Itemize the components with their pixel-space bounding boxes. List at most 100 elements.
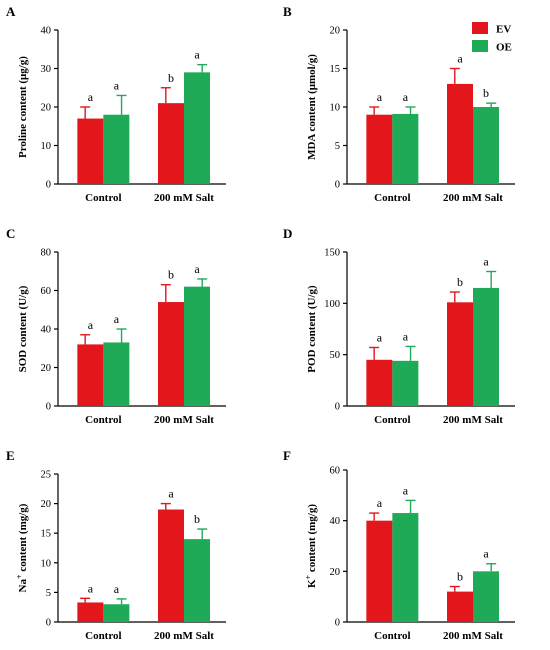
y-tick-label: 100 [324,299,340,310]
significance-letter: b [168,268,174,282]
x-category-label: Control [85,414,121,426]
bar-oe [184,72,210,184]
y-axis-title: MDA content (μmol/g) [306,54,318,160]
y-axis-title: Proline content (μg/g) [17,56,29,158]
y-axis-title-sup: + [15,574,24,579]
bar-ev [447,302,473,406]
significance-letter: a [88,90,94,104]
significance-letter: b [168,71,174,85]
x-category-label: 200 mM Salt [154,630,214,642]
bar-ev [366,114,393,184]
significance-letter: a [377,330,383,344]
bar-ev [158,302,184,406]
bar-ev [77,344,104,406]
y-tick-label: 15 [330,64,341,75]
y-axis-title-rest: content (mg/g) [306,504,318,575]
y-axis-title: POD content (U/g) [306,285,318,373]
y-axis-title-sup: + [304,574,313,579]
y-tick-label: 20 [330,26,341,37]
significance-letter: a [457,52,463,66]
y-tick-label: 40 [41,325,52,336]
significance-letter: a [168,487,174,501]
y-axis-title-base: Na [17,579,29,593]
y-tick-label: 80 [41,248,52,259]
bar-oe [392,113,419,184]
y-tick-label: 5 [46,588,51,599]
bar-ev [77,118,104,184]
y-tick-label: 30 [41,64,52,75]
bar-ev [447,591,473,622]
bar-oe [103,604,130,622]
significance-letter: a [483,547,489,561]
significance-letter: a [88,581,94,595]
significance-letter: a [114,582,120,596]
bar-oe [473,287,499,406]
x-category-label: Control [374,414,410,426]
panel-c: C 0 20 40 60 80 SOD content (U/g) Control a a 200 … [6,226,226,426]
panel-letter: F [283,448,291,463]
legend-swatch-ev [472,22,488,34]
bar-ev [158,103,184,184]
y-tick-label: 10 [41,558,52,569]
bar-ev [158,509,184,622]
y-tick-label: 40 [330,516,341,527]
bar-oe [473,107,499,184]
x-category-label: Control [85,192,121,204]
y-tick-label: 20 [330,567,341,578]
panel-d: D 0 50 100 150 POD content (U/g) Control a a 200 … [283,226,515,426]
bar-ev [366,520,393,622]
y-tick-label: 60 [41,286,52,297]
bar-ev [447,83,473,184]
panel-letter: D [283,226,292,241]
panel-b: B 0 5 10 15 20 MDA content (μmol/g) Control a a 20… [283,4,515,204]
y-tick-label: 0 [46,402,51,413]
significance-letter: b [194,512,200,526]
significance-letter: a [403,329,409,343]
significance-letter: a [377,90,383,104]
significance-letter: b [457,275,463,289]
significance-letter: b [483,86,489,100]
y-tick-label: 20 [41,363,52,374]
panel-letter: B [283,4,292,19]
panel-e: E 0 5 10 15 20 25 Na+ content (mg/g) Control a a 20… [6,448,226,642]
x-category-label: 200 mM Salt [443,630,503,642]
y-tick-label: 60 [330,466,341,477]
bar-ev [77,602,104,622]
y-axis-title: SOD content (U/g) [17,285,29,372]
y-tick-label: 10 [330,103,341,114]
legend-label-ev: EV [496,24,511,36]
bar-ev [366,359,393,406]
y-tick-label: 0 [46,180,51,191]
legend: EV OE [472,22,512,54]
y-axis-title: K+ content (mg/g) [304,504,319,588]
significance-letter: b [457,570,463,584]
significance-letter: a [114,78,120,92]
x-category-label: 200 mM Salt [154,192,214,204]
x-category-label: Control [85,630,121,642]
y-tick-label: 0 [46,618,51,629]
y-tick-label: 0 [335,618,340,629]
significance-letter: a [114,312,120,326]
panel-letter: A [6,4,16,19]
significance-letter: a [194,48,200,62]
bar-oe [184,539,210,622]
bar-oe [473,571,499,622]
significance-letter: a [88,318,94,332]
bar-oe [392,360,419,406]
bar-oe [103,342,130,406]
significance-letter: a [377,496,383,510]
panel-f: F 0 20 40 60 K+ content (mg/g) Control a a 200 mM… [283,448,515,642]
y-tick-label: 20 [41,103,52,114]
x-category-label: 200 mM Salt [443,192,503,204]
y-tick-label: 25 [41,470,52,481]
significance-letter: a [483,255,489,269]
legend-swatch-oe [472,40,488,52]
y-tick-label: 0 [335,180,340,191]
significance-letter: a [403,90,409,104]
x-category-label: 200 mM Salt [154,414,214,426]
panel-letter: C [6,226,15,241]
y-tick-label: 0 [335,402,340,413]
y-tick-label: 15 [41,529,52,540]
x-category-label: 200 mM Salt [443,414,503,426]
